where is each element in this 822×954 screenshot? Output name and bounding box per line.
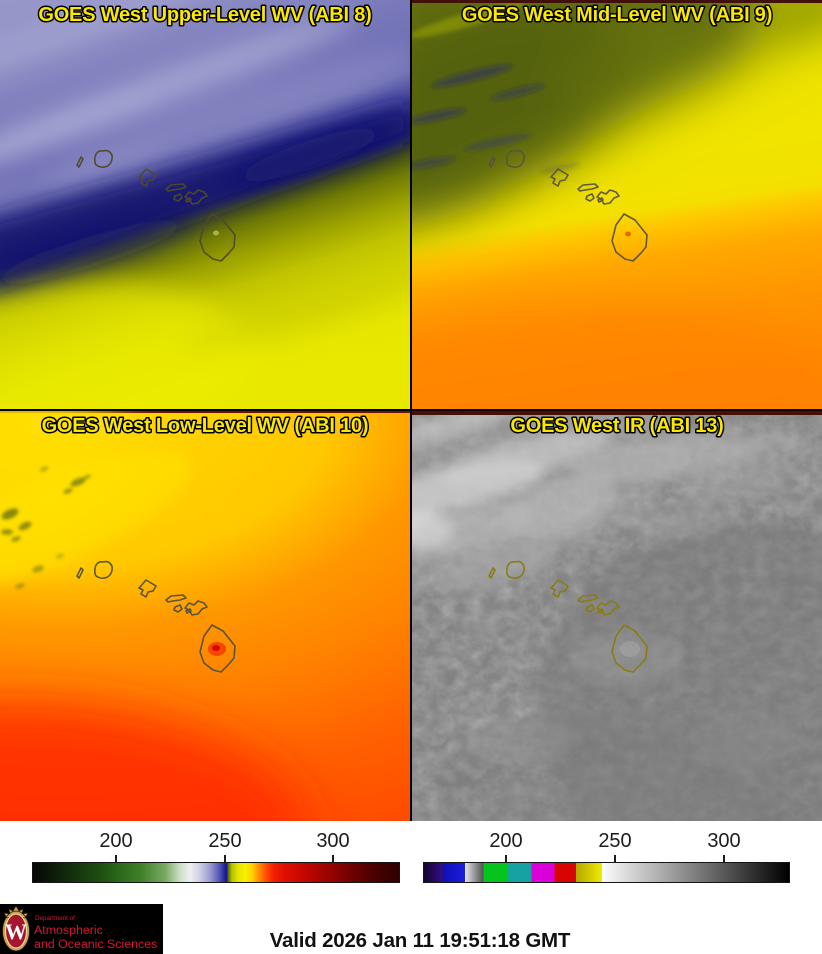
svg-text:GOES West Low-Level WV (ABI 10: GOES West Low-Level WV (ABI 10) <box>42 415 369 437</box>
svg-text:GOES West Mid-Level WV (ABI 9): GOES West Mid-Level WV (ABI 9) <box>462 4 772 26</box>
svg-text:GOES West Upper-Level WV (ABI: GOES West Upper-Level WV (ABI 8) <box>38 4 371 26</box>
svg-text:GOES West IR (ABI 13): GOES West IR (ABI 13) <box>510 415 723 437</box>
svg-text:Department of: Department of <box>35 915 75 922</box>
svg-text:Atmospheric: Atmospheric <box>34 923 103 937</box>
svg-text:and Oceanic Sciences: and Oceanic Sciences <box>34 937 157 951</box>
svg-text:W: W <box>5 919 27 944</box>
